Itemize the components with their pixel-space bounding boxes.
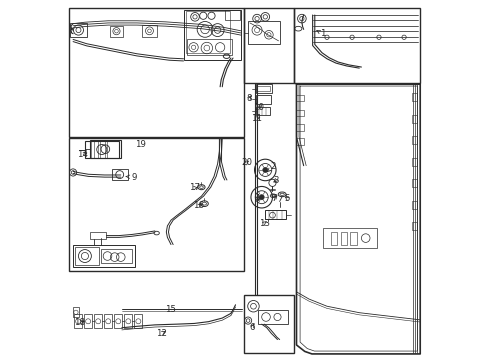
Bar	[94, 315, 102, 328]
Text: 11: 11	[251, 114, 262, 123]
Bar	[296, 124, 303, 131]
Bar	[296, 110, 303, 116]
Bar	[183, 10, 241, 60]
Bar	[186, 12, 230, 53]
Bar	[101, 249, 131, 263]
Bar	[411, 115, 416, 123]
Bar	[296, 95, 303, 101]
Text: 19: 19	[135, 140, 145, 149]
Text: 3: 3	[273, 176, 278, 185]
Bar	[411, 201, 416, 209]
Bar	[244, 296, 293, 353]
Bar	[265, 211, 285, 220]
Text: 4: 4	[254, 194, 261, 203]
Circle shape	[259, 195, 264, 200]
Bar	[256, 95, 271, 104]
Bar	[256, 84, 272, 93]
Text: 14: 14	[77, 150, 88, 159]
Text: 20: 20	[241, 158, 252, 167]
Bar	[349, 232, 356, 245]
Text: 18: 18	[74, 318, 85, 327]
Bar	[89, 140, 121, 158]
Bar	[296, 138, 303, 145]
Text: 15: 15	[165, 305, 176, 314]
Text: 16: 16	[193, 201, 203, 210]
Text: 9: 9	[126, 173, 137, 182]
Bar	[411, 222, 416, 230]
Bar	[411, 93, 416, 101]
Bar	[74, 315, 82, 328]
Bar	[258, 310, 287, 324]
Bar	[340, 232, 346, 245]
Bar	[293, 8, 419, 83]
Text: 17: 17	[189, 183, 200, 192]
Bar	[187, 40, 231, 55]
Bar	[134, 315, 142, 328]
Text: 10: 10	[253, 103, 264, 112]
Bar	[110, 26, 123, 37]
Bar	[114, 315, 122, 328]
Text: 2: 2	[267, 162, 275, 172]
Bar	[90, 232, 106, 239]
Bar	[70, 23, 86, 37]
Text: 13: 13	[258, 219, 269, 228]
Bar	[73, 245, 135, 267]
Text: 1: 1	[316, 29, 325, 38]
Bar	[256, 107, 269, 116]
Bar	[247, 22, 280, 44]
Bar	[73, 307, 79, 317]
Circle shape	[262, 167, 267, 172]
Bar	[411, 136, 416, 144]
Bar	[411, 158, 416, 166]
Text: 5: 5	[284, 194, 290, 203]
Bar	[411, 179, 416, 187]
Bar	[75, 247, 99, 265]
Bar	[224, 10, 240, 21]
Bar	[323, 228, 376, 248]
Bar	[69, 138, 244, 271]
Bar	[69, 8, 244, 137]
Bar	[112, 169, 128, 180]
Bar	[330, 232, 336, 245]
Text: 6: 6	[248, 323, 254, 332]
Text: 8: 8	[246, 94, 251, 103]
Bar	[142, 25, 156, 37]
Bar	[124, 315, 132, 328]
Bar	[85, 140, 119, 158]
Bar	[84, 315, 92, 328]
Bar	[104, 315, 112, 328]
Text: 12: 12	[156, 329, 166, 338]
Bar	[244, 8, 293, 83]
Bar	[257, 86, 270, 91]
Text: 7: 7	[271, 194, 276, 203]
